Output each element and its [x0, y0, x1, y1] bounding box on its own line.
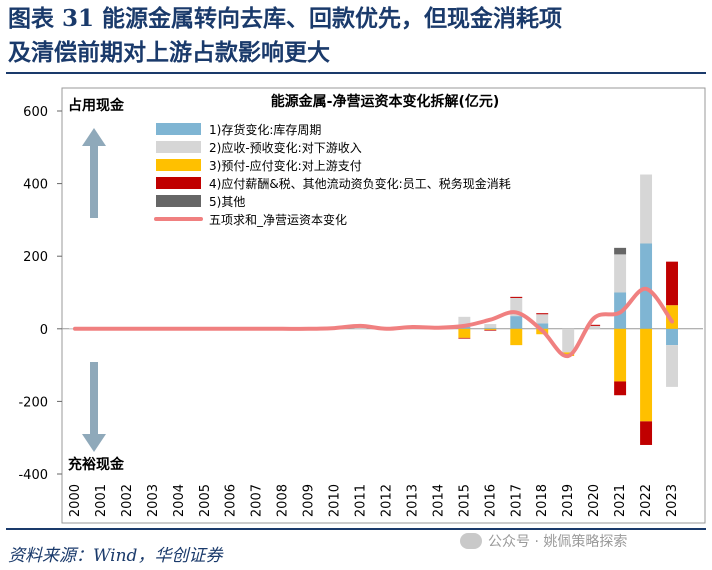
bar-segment-s3-2017 — [510, 328, 523, 346]
bar-segment-s3-2016 — [484, 328, 497, 330]
arrow-up-icon — [82, 128, 106, 218]
annotation-down: 充裕现金 — [68, 456, 125, 473]
legend-swatch-s1 — [156, 123, 201, 135]
legend-swatch-s3 — [156, 159, 201, 171]
legend-label-s6: 五项求和_净营运资本变化 — [209, 212, 347, 227]
bar-segment-s2-2015 — [458, 316, 471, 327]
bar-segment-s3-2022 — [640, 328, 653, 422]
chart: 能源金属-净营运资本变化拆解(亿元) -400 -200 0 200 400 600 20… — [18, 87, 706, 524]
x-tick-label-2016: 2016 — [483, 484, 498, 517]
x-tick-label-2021: 2021 — [613, 484, 628, 517]
figure-title: 图表 31 能源金属转向去库、回款优先，但现金消耗项 及清偿前期对上游占款影响更… — [8, 2, 708, 70]
legend: 1)存货变化:库存周期 2)应收-预收变化:对下游收入 3)预付-应付变化:对上游支… — [154, 122, 511, 227]
bar-segment-s3-2015 — [458, 328, 471, 338]
bar-segment-s4-2018 — [536, 313, 549, 315]
x-axis: 2000 2001 2002 2003 2004 2005 2006 2007 2008 2009… — [68, 484, 680, 517]
x-tick-label-2013: 2013 — [405, 484, 420, 517]
x-tick-label-2009: 2009 — [302, 484, 317, 517]
bar-segment-s2-2019 — [562, 328, 575, 353]
annotation-up: 占用现金 — [68, 97, 125, 114]
x-tick-label-2019: 2019 — [561, 484, 576, 517]
x-tick-label-2002: 2002 — [120, 484, 135, 517]
y-tick-label: 200 — [23, 250, 48, 265]
annotations: 占用现金 充裕现金 — [68, 97, 125, 473]
bar-segment-s1-2022 — [640, 243, 653, 329]
sum-line — [72, 286, 675, 359]
x-tick-label-2001: 2001 — [94, 484, 109, 517]
bar-segment-s1-2016 — [484, 327, 497, 329]
figure-title-line1: 图表 31 能源金属转向去库、回款优先，但现金消耗项 — [8, 5, 563, 32]
bars — [69, 174, 678, 445]
bar-segment-s4-2015 — [458, 337, 471, 339]
bar-segment-s3-2021 — [614, 328, 627, 382]
legend-label-s5: 5)其他 — [209, 195, 245, 209]
title-rule — [6, 72, 706, 74]
bar-segment-s4-2016 — [484, 329, 497, 331]
bar-segment-s4-2023 — [666, 261, 678, 306]
figure-title-line2: 及清偿前期对上游占款影响更大 — [8, 39, 330, 66]
x-tick-label-2006: 2006 — [224, 484, 239, 517]
plot-frame — [61, 87, 706, 524]
y-tick-label: -200 — [18, 395, 48, 410]
bar-segment-s4-2017 — [510, 296, 523, 298]
bar-segment-s2-2017 — [510, 297, 523, 317]
x-tick-label-2022: 2022 — [639, 484, 654, 517]
wechat-icon — [460, 533, 482, 549]
bar-segment-s2-2022 — [640, 174, 653, 244]
arrow-down-icon — [82, 362, 106, 452]
bar-segment-s2-2021 — [614, 254, 627, 293]
x-tick-label-2023: 2023 — [665, 484, 680, 517]
y-tick-label: 0 — [40, 323, 48, 338]
bar-segment-s4-2022 — [640, 421, 653, 445]
bar-segment-s1-2023 — [666, 328, 678, 346]
bar-segment-s4-2021 — [614, 381, 627, 396]
sum-line-path — [72, 286, 675, 359]
bar-segment-s2-2020 — [588, 325, 601, 329]
x-tick-label-2014: 2014 — [431, 484, 446, 517]
legend-swatch-s2 — [156, 141, 201, 153]
bar-segment-s1-2018 — [536, 323, 549, 329]
watermark-text: 公众号 · 姚佩策略探索 — [488, 534, 628, 550]
x-tick-label-2004: 2004 — [172, 484, 187, 517]
y-tick-label: -400 — [18, 468, 48, 483]
x-tick-label-2005: 2005 — [198, 484, 213, 517]
bar-segment-s2-2023 — [666, 345, 678, 387]
bar-segment-s2-2016 — [484, 324, 497, 328]
legend-label-s1: 1)存货变化:库存周期 — [209, 122, 321, 137]
x-tick-label-2003: 2003 — [146, 484, 161, 517]
x-tick-label-2012: 2012 — [379, 484, 394, 517]
legend-swatch-s4 — [156, 177, 201, 189]
x-tick-label-2015: 2015 — [457, 484, 472, 517]
x-tick-label-2010: 2010 — [328, 484, 343, 517]
bar-segment-s2-2018 — [536, 314, 549, 324]
y-tick-label: 400 — [23, 178, 48, 193]
legend-label-s2: 2)应收-预收变化:对下游收入 — [209, 140, 362, 155]
bar-segment-s3-2023 — [666, 305, 678, 329]
x-tick-label-2011: 2011 — [354, 484, 369, 517]
x-tick-label-2007: 2007 — [250, 484, 265, 517]
chart-title: 能源金属-净营运资本变化拆解(亿元) — [271, 93, 500, 110]
bar-segment-s5-2021 — [614, 247, 627, 255]
bar-segment-s4-2020 — [588, 324, 601, 326]
legend-label-s4: 4)应付薪酬&税、其他流动资负变化:员工、税务现金消耗 — [209, 176, 511, 191]
x-tick-label-2008: 2008 — [276, 484, 291, 517]
bar-segment-s1-2017 — [510, 316, 523, 329]
legend-label-s3: 3)预付-应付变化:对上游支付 — [209, 158, 362, 173]
x-tick-label-2020: 2020 — [587, 484, 602, 517]
x-tick-label-2018: 2018 — [535, 484, 550, 517]
y-tick-label: 600 — [23, 105, 48, 120]
x-tick-label-2000: 2000 — [68, 484, 83, 517]
source-note: 资料来源：Wind，华创证券 — [8, 546, 223, 566]
x-tick-label-2017: 2017 — [509, 484, 524, 517]
legend-swatch-s5 — [156, 195, 201, 207]
source-rule — [6, 528, 706, 530]
watermark: 公众号 · 姚佩策略探索 — [460, 531, 627, 551]
